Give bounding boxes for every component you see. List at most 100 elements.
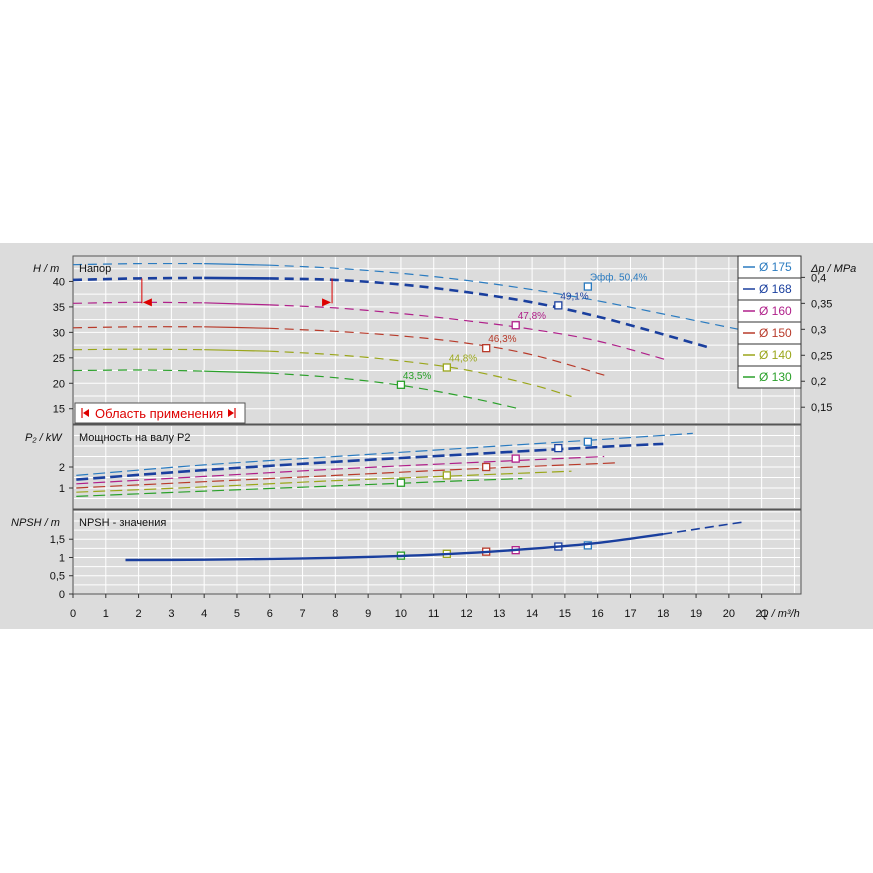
power-curve [76,462,618,489]
efficiency-label: 47,8% [518,311,546,322]
legend-label: Ø 175 [759,260,792,274]
x-tick-label: 19 [690,608,702,620]
x-tick-label: 7 [299,608,305,620]
head-curve [204,326,270,329]
npsh-curves [125,520,746,562]
pressure-tick-label: 0,15 [811,402,832,414]
x-tick-label: 21 [756,608,768,620]
bep-marker [554,301,563,310]
npsh-panel: 0 0,5 1 1,5 NPSH / m NPSH - значения [11,509,802,601]
head-curve-dashed [269,327,608,377]
power-y-ticks: 12 [59,462,73,495]
x-tick-label: 12 [460,608,472,620]
legend-label: Ø 140 [759,348,792,362]
legend-label: Ø 160 [759,304,792,318]
bep-marker [511,321,520,330]
range-right-arrow-icon [322,298,332,307]
power-curve [76,432,693,476]
head-y-ticks: 15 20 25 30 35 40 [53,276,73,416]
x-tick-label: 1 [103,608,109,620]
head-panel-title: Напор [79,263,111,275]
head-curve-dashed [269,372,520,410]
head-curve-dashed [72,276,205,282]
head-curve-dashed [72,348,205,351]
x-axis-label: Q / m³/h [760,608,800,620]
head-curve [204,302,270,306]
legend: Ø 175 Ø 168 Ø 160 Ø 150 Ø 140 Ø 130 [737,255,802,389]
npsh-axis-label: NPSH / m [11,517,60,529]
npsh-grid [74,511,800,593]
bep-marker [442,363,451,372]
head-curve-dashed [72,369,205,372]
pressure-tick-label: 0,25 [811,350,832,362]
head-tick-label: 40 [53,276,65,288]
range-left-arrow-icon [83,409,89,417]
head-curve-dashed [72,301,205,304]
x-tick-label: 10 [395,608,407,620]
range-left-arrow-icon [142,298,152,307]
npsh-y-ticks: 0 0,5 1 1,5 [50,534,73,601]
x-tick-label: 20 [723,608,735,620]
power-bep-marker [554,443,563,453]
power-curve [76,478,523,497]
x-tick-label: 3 [168,608,174,620]
head-curve-dashed [269,304,667,361]
x-tick-label: 11 [428,608,439,620]
x-tick-label: 16 [592,608,604,620]
head-curve [204,276,270,280]
head-tick-label: 25 [53,353,65,365]
npsh-curve-dashed [663,520,746,535]
power-curve [76,442,664,481]
bep-marker [583,282,592,291]
legend-label: Ø 130 [759,370,792,384]
efficiency-label: Эфф. 50,4% [590,272,648,284]
range-label-box: Область применения [74,402,246,424]
head-curve-dashed [72,326,205,329]
x-tick-label: 14 [526,608,538,620]
head-grid [74,257,800,423]
bep-marker [482,343,491,353]
efficiency-label: 44,8% [449,353,477,364]
power-curves [76,432,693,497]
bep-marker [396,380,406,389]
x-tick-label: 18 [657,608,669,620]
efficiency-label: 49,1% [560,291,588,302]
power-curve [76,470,572,493]
npsh-tick-label: 1,5 [50,534,65,546]
pressure-tick-label: 0,2 [811,376,826,388]
npsh-plot-area [72,509,802,595]
head-tick-label: 35 [53,302,65,314]
head-curve-dashed [269,277,710,349]
head-tick-label: 20 [53,378,65,390]
npsh-panel-title: NPSH - значения [79,517,166,529]
x-tick-label: 2 [136,608,142,620]
npsh-tick-label: 1 [59,552,65,564]
x-tick-label: 0 [70,608,76,620]
x-tick-label: 15 [559,608,571,620]
power-bep-marker [583,437,592,446]
power-bep-marker [442,471,451,480]
head-curve [204,263,270,266]
pressure-ticks: 0,15 0,2 0,25 0,3 0,35 0,4 [801,272,832,414]
power-bep-marker [482,462,491,472]
head-tick-label: 30 [53,327,65,339]
head-tick-label: 15 [53,404,65,416]
pressure-tick-label: 0,35 [811,298,832,310]
application-range-marker [141,278,333,307]
npsh-tick-label: 0,5 [50,571,65,583]
power-tick-label: 1 [59,483,65,495]
head-curve [204,370,270,374]
head-curve-dashed [269,264,739,330]
pressure-tick-label: 0,3 [811,324,826,336]
x-tick-label: 5 [234,608,240,620]
head-curves: Эфф. 50,4%49,1% 47,8% 46,3% 44,8% 43,5% [72,262,739,410]
npsh-curve [125,532,664,562]
x-tick-label: 13 [493,608,505,620]
x-tick-label: 4 [201,608,207,620]
head-axis-label: H / m [33,263,59,275]
head-curve-dashed [72,262,205,266]
head-panel: Эфф. 50,4%49,1% 47,8% 46,3% 44,8% 43,5% 15 20… [33,255,856,425]
power-panel-title: Мощность на валу P2 [79,432,191,444]
efficiency-label: 43,5% [403,371,431,382]
